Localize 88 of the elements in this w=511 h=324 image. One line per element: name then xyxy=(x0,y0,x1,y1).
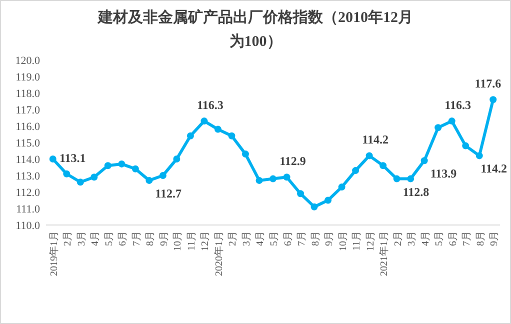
x-tick-label: 6月 xyxy=(282,231,294,246)
y-tick-label: 114.0 xyxy=(16,154,40,166)
x-tick-label: 3月 xyxy=(406,231,418,246)
x-tick-label: 6月 xyxy=(118,231,129,246)
point xyxy=(256,176,263,184)
x-tick-label: 7月 xyxy=(296,231,308,246)
point xyxy=(380,162,387,170)
point xyxy=(146,176,153,184)
data-label: 112.8 xyxy=(402,184,430,199)
x-tick-label: 8月 xyxy=(145,231,156,246)
point xyxy=(173,156,180,162)
data-label: 114.2 xyxy=(480,162,507,176)
data-label: 116.3 xyxy=(197,98,224,112)
y-tick-label: 110.0 xyxy=(16,220,40,232)
point xyxy=(420,157,428,164)
x-tick-label: 3月 xyxy=(241,231,252,246)
x-tick-label: 5月 xyxy=(269,231,280,246)
point xyxy=(338,184,346,191)
x-tick-label: 2月 xyxy=(62,231,74,246)
point xyxy=(104,162,112,170)
x-tick-label: 7月 xyxy=(462,231,473,246)
y-tick-label: 116.0 xyxy=(16,121,40,133)
data-label: 114.2 xyxy=(362,132,388,147)
point xyxy=(186,132,194,140)
x-tick-label: 2020年1月 xyxy=(212,231,225,276)
x-tick-label: 2019年1月 xyxy=(48,231,60,276)
point xyxy=(310,203,318,210)
x-tick-label: 9月 xyxy=(489,231,500,246)
point xyxy=(297,190,304,198)
point xyxy=(352,167,360,174)
y-tick-label: 115.0 xyxy=(16,138,40,150)
y-tick-label: 120.0 xyxy=(15,55,40,67)
point xyxy=(434,124,442,132)
point xyxy=(214,126,222,133)
point xyxy=(159,172,166,179)
x-tick-label: 4月 xyxy=(255,231,266,246)
point xyxy=(324,196,332,204)
x-tick-label: 9月 xyxy=(324,231,336,246)
data-label: 112.7 xyxy=(155,186,182,200)
x-tick-label: 3月 xyxy=(76,231,88,246)
x-tick-label: 10月 xyxy=(172,231,184,251)
x-tick-label: 7月 xyxy=(131,231,142,246)
point xyxy=(490,96,497,104)
point xyxy=(76,178,84,186)
point xyxy=(200,118,208,125)
point xyxy=(462,142,470,150)
x-tick-label: 11月 xyxy=(352,231,363,251)
y-tick-label: 113.0 xyxy=(16,170,40,182)
chart-title: 建材及非金属矿产品出厂价格指数（2010年12月为100） xyxy=(97,8,413,50)
x-tick-label: 8月 xyxy=(475,231,486,246)
x-tick-label: 2月 xyxy=(228,231,239,246)
x-tick-label: 2021年1月 xyxy=(378,231,390,276)
x-tick-label: 6月 xyxy=(448,231,459,246)
data-label: 113.9 xyxy=(430,166,457,181)
point xyxy=(132,165,139,172)
x-tick-label: 8月 xyxy=(310,231,322,246)
y-tick-label: 117.0 xyxy=(16,104,40,116)
x-tick-label: 5月 xyxy=(434,231,446,246)
data-label: 113.1 xyxy=(59,150,86,165)
point xyxy=(270,175,276,182)
point xyxy=(228,132,236,140)
point xyxy=(393,175,400,182)
x-tick-label: 11月 xyxy=(186,231,198,251)
point xyxy=(63,170,70,178)
data-label: 116.3 xyxy=(444,98,472,112)
y-tick-label: 112.0 xyxy=(16,187,40,199)
point xyxy=(283,174,290,181)
y-tick-label: 119.0 xyxy=(16,72,40,84)
point xyxy=(476,152,483,160)
x-tick-label: 2月 xyxy=(392,231,404,246)
x-tick-label: 4月 xyxy=(90,231,102,246)
point xyxy=(407,175,414,182)
y-tick-label: 111.0 xyxy=(16,204,40,216)
point xyxy=(49,156,56,162)
point xyxy=(90,174,98,181)
y-tick-label: 118.0 xyxy=(16,88,40,100)
data-label: 112.9 xyxy=(280,154,306,168)
point xyxy=(448,118,456,125)
x-tick-label: 12月 xyxy=(200,231,212,251)
x-tick-label: 10月 xyxy=(338,231,349,251)
x-tick-label: 5月 xyxy=(104,231,115,246)
x-tick-label: 4月 xyxy=(420,231,432,246)
x-tick-label: 9月 xyxy=(158,231,170,246)
point xyxy=(366,152,373,160)
point xyxy=(242,150,249,158)
point xyxy=(118,160,126,168)
x-tick-label: 12月 xyxy=(365,231,376,251)
data-label: 117.6 xyxy=(474,76,502,91)
